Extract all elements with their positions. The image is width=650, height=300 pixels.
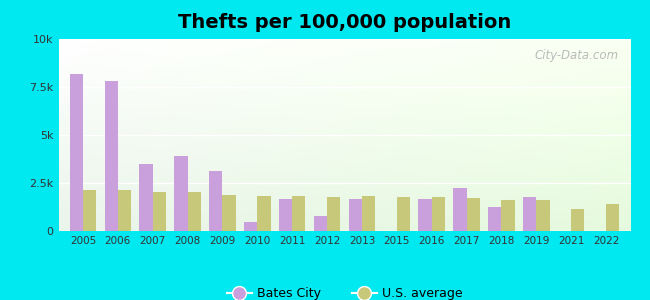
Bar (488, 207, 501, 231)
Bar (222, 194, 236, 231)
Bar (70, 74, 83, 231)
Bar (314, 216, 327, 231)
Bar (606, 204, 619, 231)
Bar (523, 197, 536, 231)
Text: City-Data.com: City-Data.com (535, 49, 619, 62)
Bar (327, 197, 341, 231)
Bar (153, 192, 166, 231)
Bar (279, 199, 293, 231)
Bar (139, 164, 153, 231)
Bar (188, 192, 201, 231)
Bar (467, 198, 480, 231)
Bar (105, 81, 118, 231)
Bar (292, 196, 306, 231)
Bar (501, 200, 515, 231)
Bar (453, 188, 467, 231)
Bar (174, 156, 188, 231)
Bar (362, 196, 375, 231)
Bar (432, 197, 445, 231)
Bar (348, 199, 362, 231)
Bar (536, 200, 550, 231)
Bar (209, 172, 222, 231)
Bar (396, 197, 410, 231)
Bar (257, 196, 270, 231)
Legend: Bates City, U.S. average: Bates City, U.S. average (222, 282, 467, 300)
Title: Thefts per 100,000 population: Thefts per 100,000 population (178, 13, 511, 32)
Bar (419, 199, 432, 231)
Bar (83, 190, 96, 231)
Bar (571, 209, 584, 231)
Bar (244, 222, 257, 231)
Bar (118, 190, 131, 231)
